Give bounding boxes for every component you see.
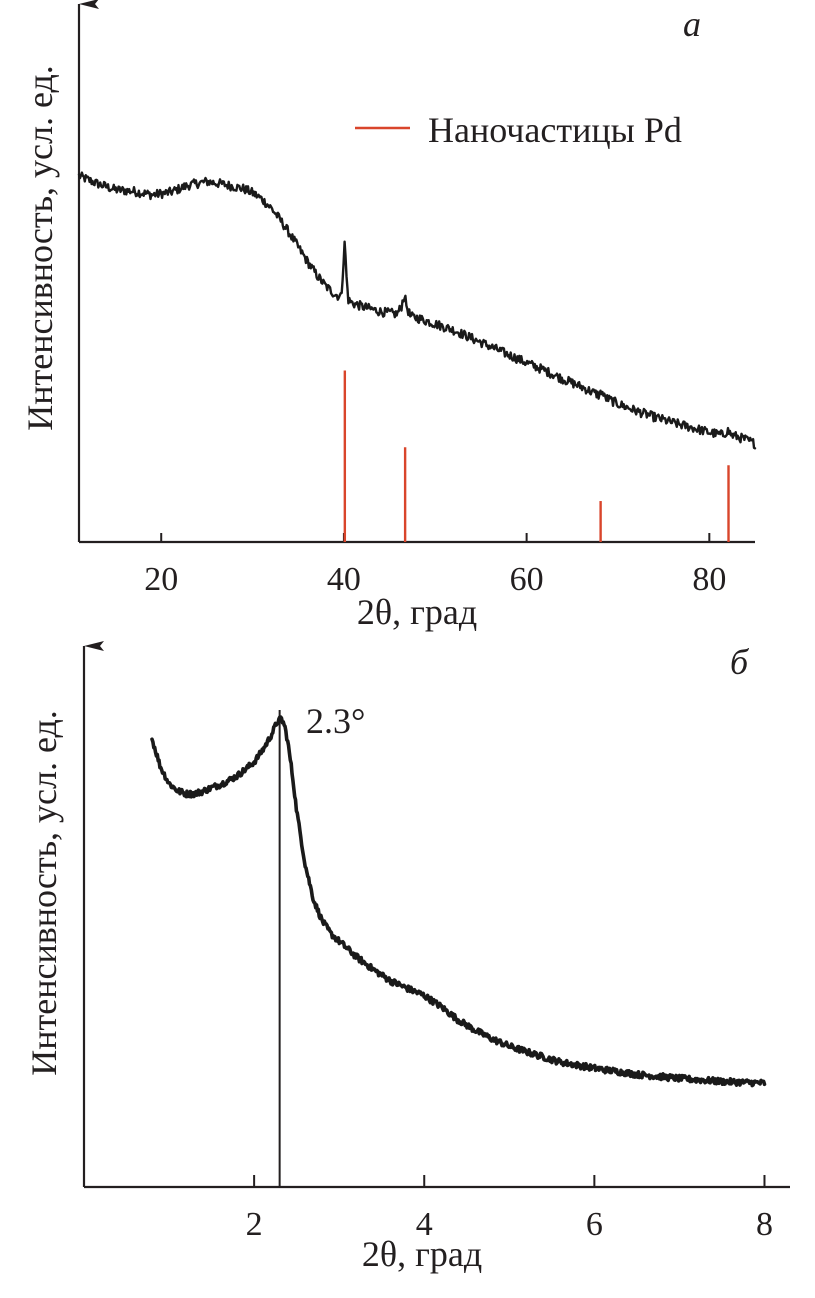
panel-b-x-tick-label: 4: [416, 1206, 433, 1243]
panel-a-x-tick-label: 20: [144, 561, 178, 598]
panel-a-x-tick-label: 60: [510, 561, 544, 598]
panel-a-label: а: [683, 4, 701, 44]
panel-a-legend: Наночастицы Pd: [355, 110, 682, 150]
panel-a-pd-reference-lines: [343, 370, 730, 542]
panel-b-x-axis-label: 2θ, град: [362, 1234, 482, 1274]
panel-a-x-ticks: [160, 533, 711, 542]
panel-b: 2 4 6 8 б 2.3° 2θ, град Интенсивность, усл.…: [24, 641, 790, 1274]
panel-a-x-tick-label: 80: [692, 561, 726, 598]
panel-a-x-tick-label: 40: [327, 561, 361, 598]
panel-a-legend-label: Наночастицы Pd: [428, 110, 682, 150]
panel-b-saxs-curve: [150, 715, 767, 1088]
panel-b-y-axis-label: Интенсивность, усл. ед.: [24, 710, 64, 1076]
panel-b-x-ticks: [253, 1175, 766, 1187]
panel-b-x-tick-label: 6: [586, 1206, 603, 1243]
panel-b-x-tick-labels: 2 4 6 8: [246, 1206, 773, 1243]
panel-a-x-tick-labels: 20 40 60 80: [144, 561, 726, 598]
panel-a-xrd-curve: [77, 171, 757, 450]
panel-b-label: б: [730, 642, 750, 682]
panel-a-y-axis-label: Интенсивность, усл. ед.: [20, 65, 60, 431]
panel-a: 20 40 60 80 а Наночастицы Pd 2θ, град Интен…: [20, 0, 757, 632]
panel-a-x-axis-label: 2θ, град: [357, 592, 477, 632]
panel-b-peak-label: 2.3°: [306, 701, 365, 741]
panel-b-x-tick-label: 2: [246, 1206, 263, 1243]
panel-b-x-tick-label: 8: [756, 1206, 773, 1243]
